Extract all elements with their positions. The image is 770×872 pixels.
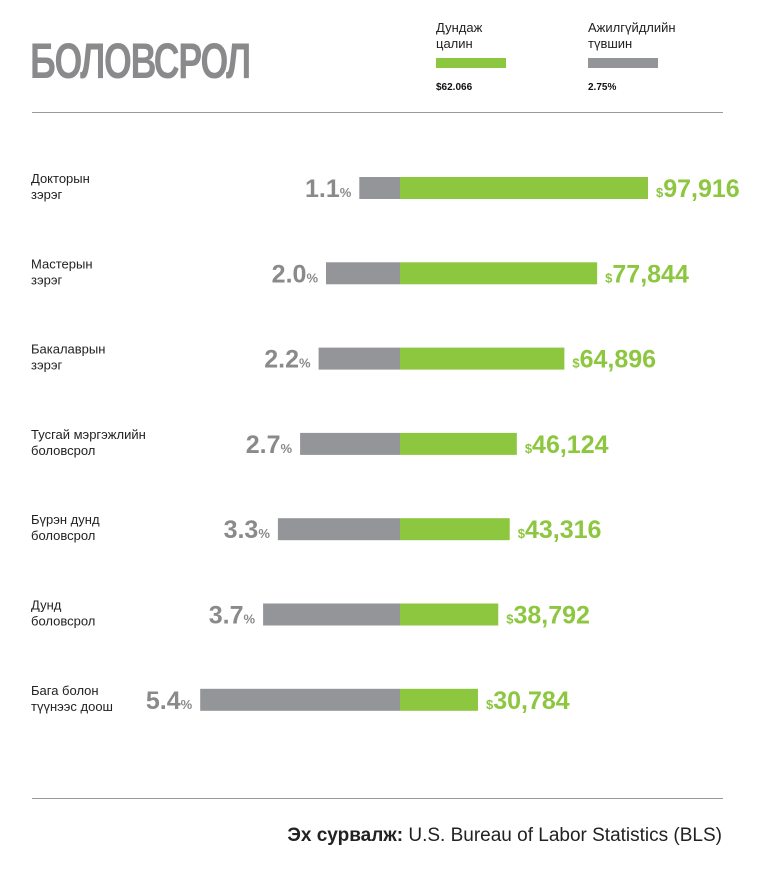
unemployment-value-label: 2.0% <box>272 260 319 288</box>
legend-unemployment: Ажилгүйдлийн түвшин 2.75% <box>588 20 738 93</box>
unemployment-value-label: 5.4% <box>146 687 193 715</box>
salary-value-label: $97,916 <box>656 175 740 203</box>
legend-salary: Дундаж цалин $62.066 <box>436 20 586 93</box>
page-title: БОЛОВСРОЛ <box>30 33 251 89</box>
salary-value-label: $43,316 <box>518 516 602 544</box>
salary-value-label: $77,844 <box>605 260 689 288</box>
unemployment-value-label: 2.2% <box>264 346 311 374</box>
category-label: Докторын зэрэг <box>31 171 90 202</box>
salary-bar <box>400 603 499 626</box>
salary-bar <box>400 518 510 541</box>
source-text: U.S. Bureau of Labor Statistics (BLS) <box>403 825 722 846</box>
unemployment-bar <box>359 177 400 199</box>
category-label: Мастерын зэрэг <box>31 256 93 287</box>
salary-value-label: $38,792 <box>506 602 590 630</box>
unemployment-bar <box>200 688 400 711</box>
salary-bar <box>400 347 565 370</box>
legend-salary-swatch <box>436 58 506 68</box>
top-divider <box>32 112 723 113</box>
unemployment-value-label: 3.7% <box>209 602 256 630</box>
salary-bar <box>400 262 598 285</box>
legend-unemployment-swatch <box>588 58 658 68</box>
unemployment-value-label: 1.1% <box>305 175 352 203</box>
salary-bar <box>400 177 648 199</box>
legend-unemployment-label: Ажилгүйдлийн түвшин <box>588 20 676 51</box>
legend-unemployment-value: 2.75% <box>588 82 617 93</box>
category-label: Тусгай мэргэжлийн боловсрол <box>31 427 146 458</box>
unemployment-bar <box>326 262 400 285</box>
category-label: Бакалаврын зэрэг <box>31 342 105 373</box>
category-label: Бага болон түүнээс доош <box>31 683 113 714</box>
unemployment-value-label: 3.3% <box>224 516 271 544</box>
category-label: Бүрэн дунд боловсрол <box>31 512 100 543</box>
unemployment-bar <box>277 518 400 541</box>
salary-bar <box>400 432 517 455</box>
salary-value-label: $46,124 <box>525 431 609 459</box>
source-label: Эх сурвалж: <box>287 825 404 846</box>
unemployment-bar <box>318 347 400 370</box>
unemployment-bar <box>300 432 400 455</box>
legend-salary-label: Дундаж цалин <box>436 20 483 51</box>
salary-value-label: $30,784 <box>486 687 570 715</box>
source-note: Эх сурвалж: U.S. Bureau of Labor Statist… <box>287 825 722 847</box>
legend-salary-value: $62.066 <box>436 82 473 93</box>
category-label: Дунд боловсрол <box>31 598 95 629</box>
unemployment-bar <box>263 603 400 626</box>
unemployment-value-label: 2.7% <box>246 431 293 459</box>
bottom-divider <box>32 798 723 799</box>
salary-value-label: $64,896 <box>572 346 656 374</box>
salary-bar <box>400 688 478 711</box>
